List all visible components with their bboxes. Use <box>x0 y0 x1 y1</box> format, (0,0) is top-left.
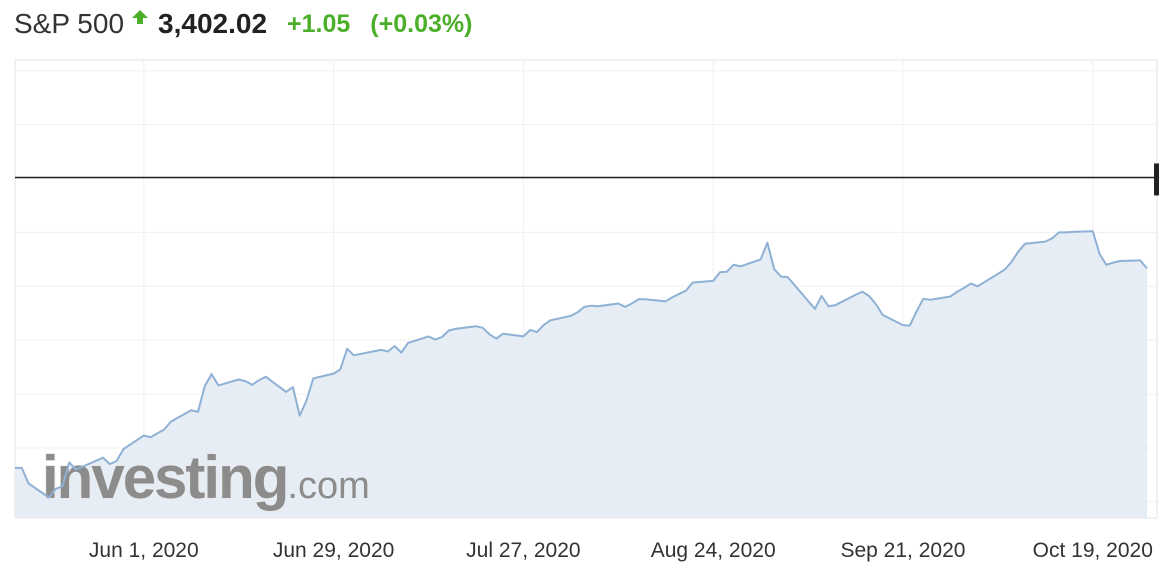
last-price: 3,402.02 <box>158 8 268 39</box>
x-axis-ticks: Jun 1, 2020 Jun 29, 2020 Jul 27, 2020 Aug 2… <box>89 539 1153 562</box>
price-area-fill <box>15 231 1147 519</box>
last-price-marker <box>1154 163 1159 196</box>
x-tick-label: Sep 21, 2020 <box>840 539 965 562</box>
price-line <box>15 230 1148 499</box>
arrow-up-icon <box>132 10 149 24</box>
x-tick-label: Oct 19, 2020 <box>1033 539 1153 562</box>
price-change-percent: (+0.03%) <box>370 9 473 38</box>
x-tick-label: Aug 24, 2020 <box>651 539 776 562</box>
x-tick-label: Jul 27, 2020 <box>466 539 580 562</box>
price-change: +1.05 <box>287 9 351 38</box>
x-tick-label: Jun 29, 2020 <box>273 539 394 562</box>
quote-header: S&P 500 3,402.02 +1.05 (+0.03%) <box>14 4 472 44</box>
x-tick-label: Jun 1, 2020 <box>89 539 199 562</box>
investing-watermark-logo: investing.com <box>42 444 370 511</box>
instrument-name: S&P 500 <box>14 8 125 39</box>
